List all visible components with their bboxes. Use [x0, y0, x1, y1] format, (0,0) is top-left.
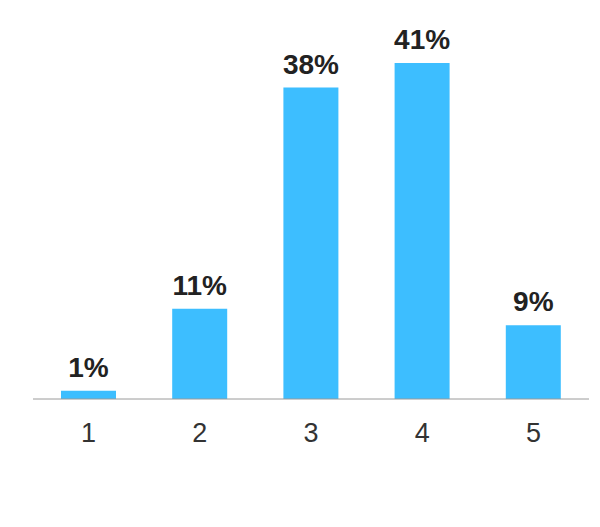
svg-text:1: 1: [81, 418, 96, 448]
svg-text:38%: 38%: [283, 49, 339, 80]
svg-text:41%: 41%: [394, 24, 450, 55]
svg-text:11%: 11%: [172, 270, 227, 301]
svg-text:4: 4: [415, 418, 430, 448]
svg-text:9%: 9%: [513, 286, 554, 317]
svg-text:1%: 1%: [68, 352, 109, 383]
svg-text:2: 2: [192, 418, 207, 448]
svg-text:3: 3: [303, 418, 318, 448]
svg-text:5: 5: [526, 418, 541, 448]
